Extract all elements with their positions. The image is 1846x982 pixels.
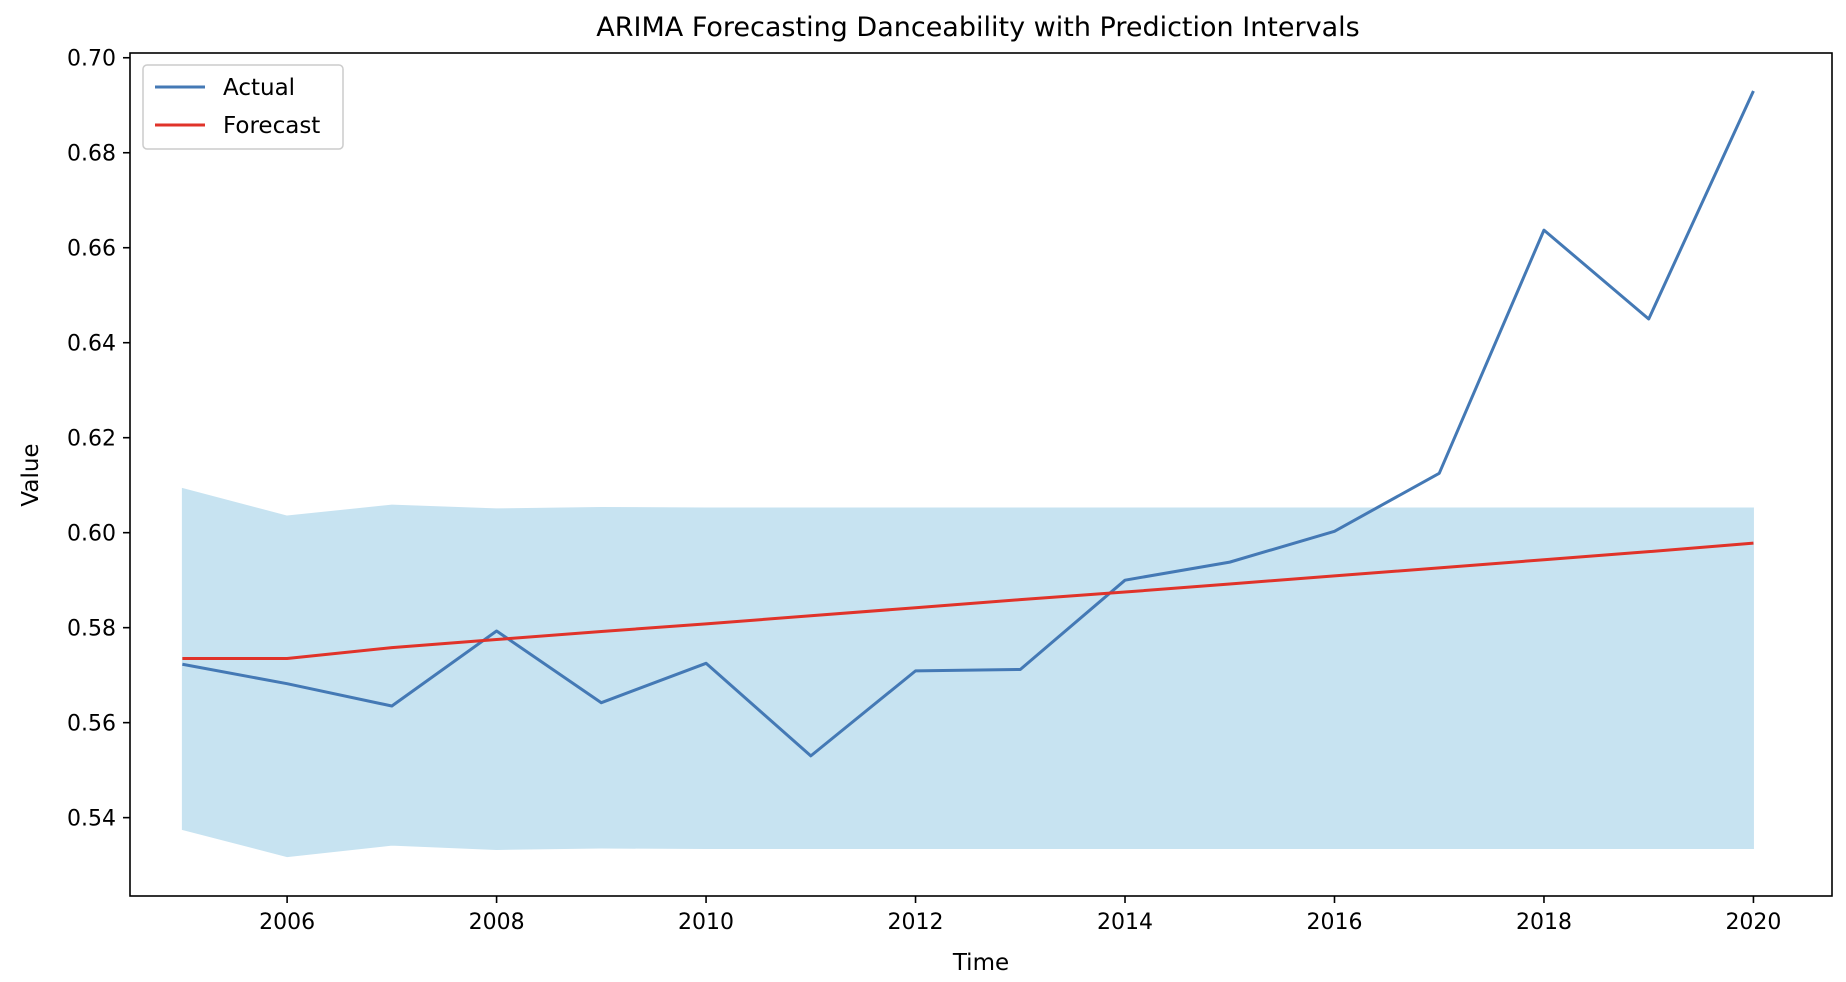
y-tick-label: 0.58 — [67, 617, 116, 642]
x-tick-label: 2010 — [678, 910, 734, 935]
x-tick-label: 2018 — [1516, 910, 1572, 935]
x-tick-label: 2020 — [1725, 910, 1781, 935]
x-tick-label: 2016 — [1306, 910, 1362, 935]
y-tick-label: 0.70 — [67, 47, 116, 72]
y-tick-label: 0.64 — [67, 332, 116, 357]
y-tick-label: 0.54 — [67, 807, 116, 832]
x-tick-label: 2008 — [469, 910, 525, 935]
x-tick-label: 2006 — [259, 910, 315, 935]
y-axis-label: Value — [18, 443, 44, 506]
legend-label-actual: Actual — [223, 75, 295, 101]
series-line-actual — [182, 90, 1755, 758]
chart-title: ARIMA Forecasting Danceability with Pred… — [596, 12, 1359, 43]
x-tick-label: 2014 — [1097, 910, 1153, 935]
y-tick-label: 0.66 — [67, 237, 116, 262]
y-tick-label: 0.62 — [67, 427, 116, 452]
x-tick-label: 2012 — [888, 910, 944, 935]
series-line-forecast — [182, 541, 1754, 661]
y-tick-label: 0.56 — [67, 712, 116, 737]
legend-label-forecast: Forecast — [223, 113, 320, 139]
y-tick-label: 0.60 — [67, 522, 116, 547]
legend: Actual Forecast — [142, 64, 344, 150]
prediction-interval-band — [181, 487, 1754, 858]
plot-frame — [129, 52, 1833, 897]
x-axis-label: Time — [952, 950, 1009, 976]
y-tick-label: 0.68 — [67, 142, 116, 167]
